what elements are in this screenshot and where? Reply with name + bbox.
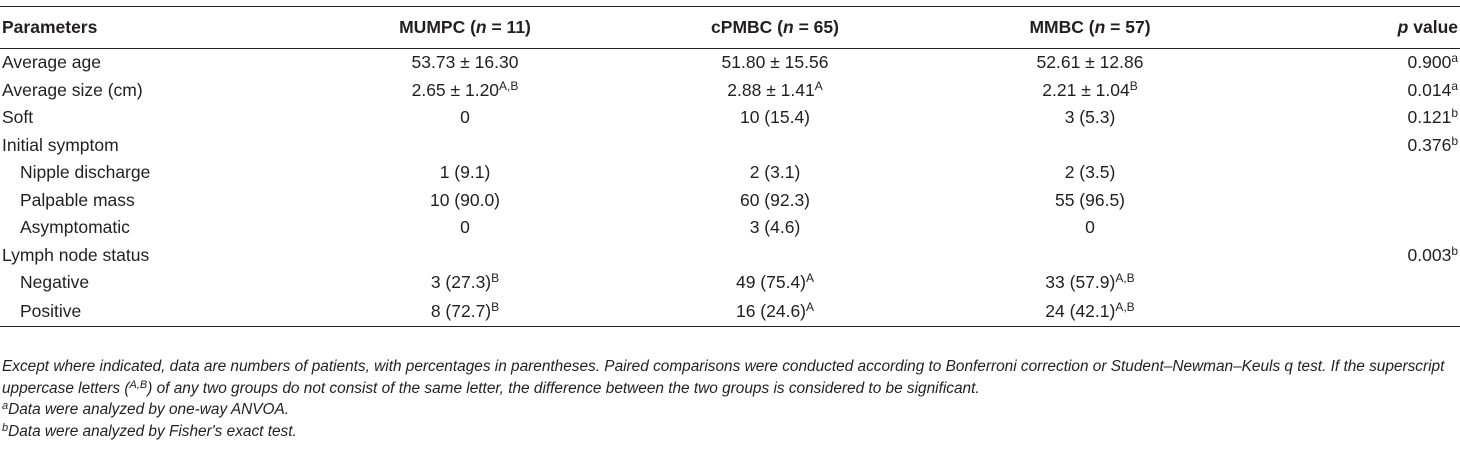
mumpc-value: 1 (9.1): [439, 162, 491, 183]
mmbc-value: 3 (5.3): [1064, 107, 1116, 128]
header-row: Parameters MUMPC (n = 11) cPMBC (n = 65)…: [0, 6, 1460, 49]
table-row: Palpable mass 10 (90.0) 60 (92.3) 55 (96…: [0, 187, 1460, 215]
mumpc-value: 8 (72.7)B: [320, 296, 610, 327]
table-row: Average size (cm) 2.65 ± 1.20A,B 2.88 ± …: [0, 77, 1460, 105]
table-row: Asymptomatic 0 3 (4.6) 0: [0, 214, 1460, 242]
cpmbc-value: [610, 242, 940, 270]
mmbc-value: 2 (3.5): [1064, 162, 1116, 183]
mumpc-value: 0: [460, 107, 470, 128]
cpmbc-value: 10 (15.4): [739, 107, 811, 128]
p-value: [1240, 296, 1460, 327]
cpmbc-value: [610, 132, 940, 160]
table-row: Average age 53.73 ± 16.30 51.80 ± 15.56 …: [0, 49, 1460, 77]
footnote-b: bData were analyzed by Fisher's exact te…: [2, 421, 297, 440]
row-label: Initial symptom: [2, 134, 119, 155]
table-footnotes: Except where indicated, data are numbers…: [2, 356, 1452, 442]
row-label: Average size (cm): [2, 79, 143, 100]
row-label: Soft: [2, 107, 34, 128]
cpmbc-value: 3 (4.6): [749, 217, 801, 238]
mmbc-value: 52.61 ± 12.86: [1036, 52, 1144, 73]
row-label: Lymph node status: [2, 244, 150, 265]
mmbc-value: [940, 242, 1240, 270]
p-value: [1240, 159, 1460, 187]
p-value: [1240, 269, 1460, 297]
footnote-a: aData were analyzed by one-way ANVOA.: [2, 400, 289, 419]
row-label: Nipple discharge: [20, 162, 151, 183]
mumpc-value: 10 (90.0): [429, 189, 501, 210]
header-cpmbc: cPMBC (n = 65): [610, 6, 940, 49]
mumpc-value: 2.65 ± 1.20A,B: [411, 78, 519, 100]
mmbc-value: 24 (42.1)A,B: [940, 296, 1240, 327]
mmbc-value: 0: [1085, 217, 1095, 238]
mumpc-value: 3 (27.3)B: [430, 271, 500, 293]
cpmbc-value: 16 (24.6)A: [610, 296, 940, 327]
table-row: Soft 0 10 (15.4) 3 (5.3) 0.121b: [0, 104, 1460, 132]
mmbc-value: 2.21 ± 1.04B: [1042, 78, 1138, 100]
p-value: [1240, 214, 1460, 242]
p-value: 0.121b: [1407, 106, 1458, 128]
header-p-value: p value: [1240, 6, 1460, 49]
table-row: Positive 8 (72.7)B 16 (24.6)A 24 (42.1)A…: [0, 296, 1460, 327]
mmbc-value: 55 (96.5): [1054, 189, 1126, 210]
row-label: Positive: [0, 296, 320, 327]
cpmbc-value: 2.88 ± 1.41A: [727, 78, 823, 100]
p-value: 0.014a: [1407, 78, 1458, 100]
row-label: Average age: [2, 52, 101, 73]
mumpc-value: [320, 132, 610, 160]
mumpc-value: 0: [460, 217, 470, 238]
table-row: Negative 3 (27.3)B 49 (75.4)A 33 (57.9)A…: [0, 269, 1460, 297]
table-row: Nipple discharge 1 (9.1) 2 (3.1) 2 (3.5): [0, 159, 1460, 187]
mumpc-value: [320, 242, 610, 270]
header-mmbc: MMBC (n = 57): [940, 6, 1240, 49]
cpmbc-value: 60 (92.3): [739, 189, 811, 210]
mumpc-value: 53.73 ± 16.30: [411, 52, 519, 73]
cpmbc-value: 2 (3.1): [749, 162, 801, 183]
row-label: Negative: [20, 272, 90, 293]
table-row: Lymph node status 0.003b: [0, 242, 1460, 270]
row-label: Asymptomatic: [20, 217, 130, 238]
p-value: 0.376b: [1407, 133, 1458, 155]
mmbc-value: [940, 132, 1240, 160]
table-row: Initial symptom 0.376b: [0, 132, 1460, 160]
header-mumpc: MUMPC (n = 11): [320, 6, 610, 49]
results-table: Parameters MUMPC (n = 11) cPMBC (n = 65)…: [0, 6, 1460, 327]
header-parameters: Parameters: [0, 6, 320, 49]
p-value: 0.003b: [1407, 243, 1458, 265]
mmbc-value: 33 (57.9)A,B: [1045, 271, 1135, 293]
p-value: 0.900a: [1407, 51, 1458, 73]
row-label: Palpable mass: [20, 189, 135, 210]
footnote-main: Except where indicated, data are numbers…: [2, 358, 1445, 397]
p-value: [1240, 187, 1460, 215]
cpmbc-value: 51.80 ± 15.56: [721, 52, 829, 73]
cpmbc-value: 49 (75.4)A: [735, 271, 815, 293]
